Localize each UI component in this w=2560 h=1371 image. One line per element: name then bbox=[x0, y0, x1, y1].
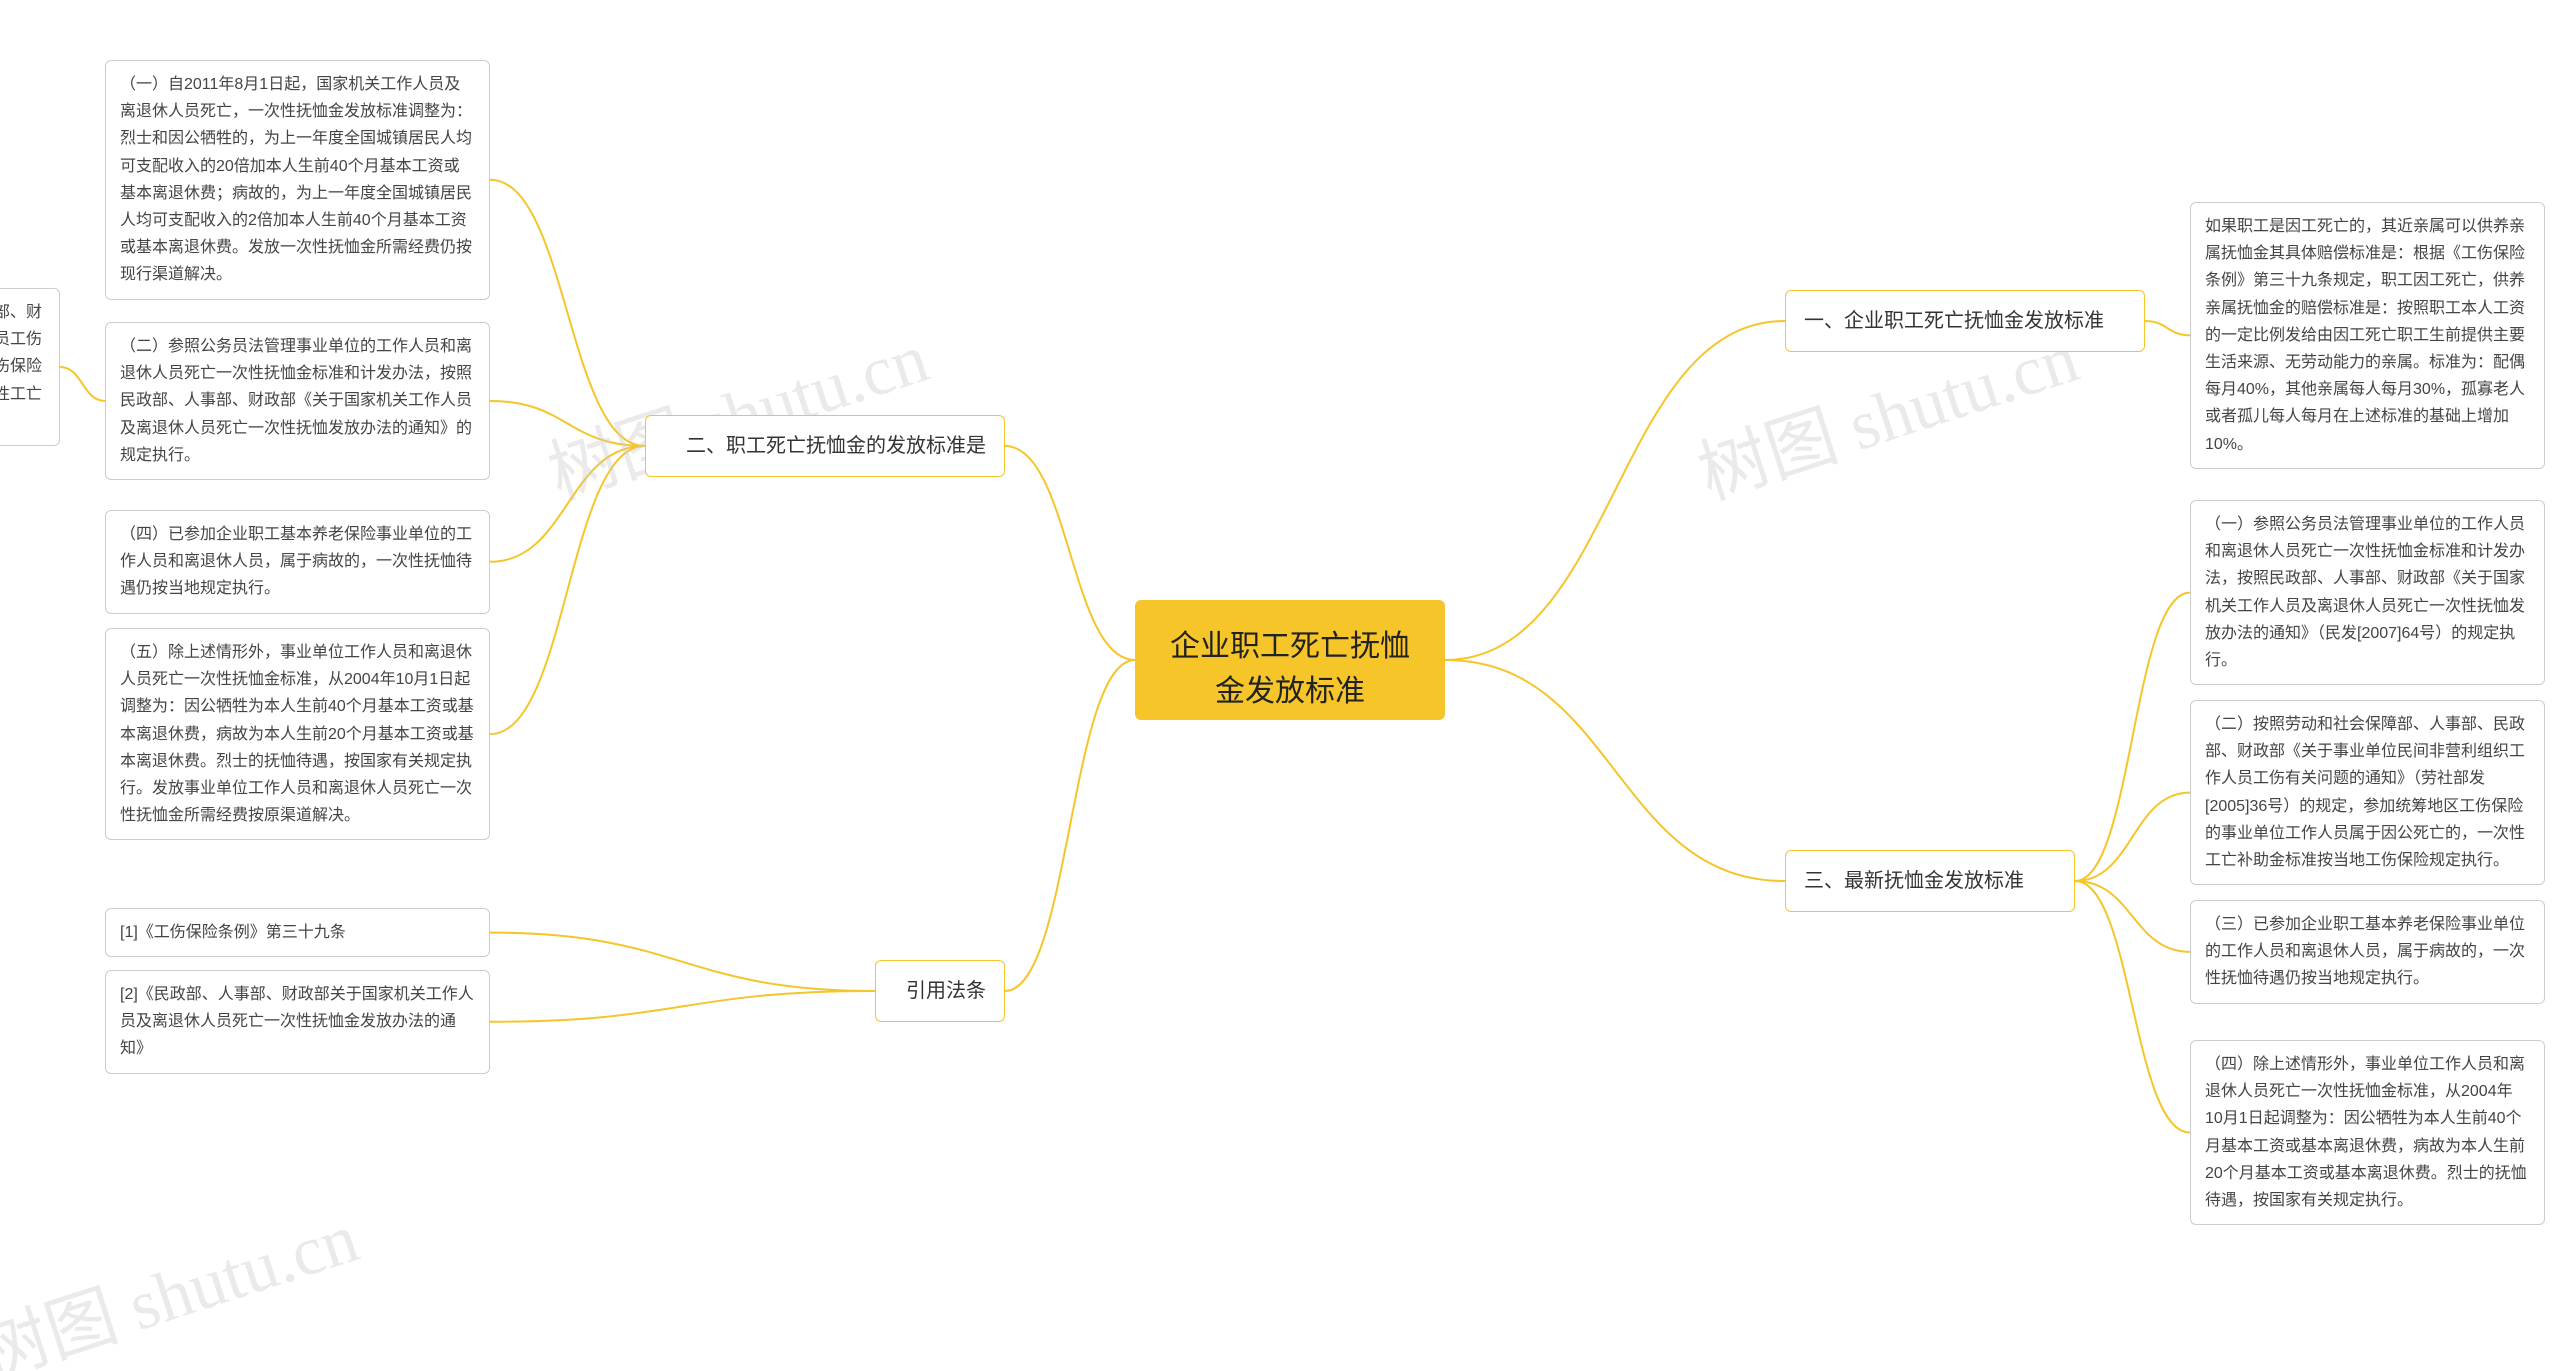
branch-3-leaf-1: （一）参照公务员法管理事业单位的工作人员和离退休人员死亡一次性抚恤金标准和计发办… bbox=[2190, 500, 2545, 685]
branch-2-leaf-3: （三按照劳动和社会保障部、人事部、民政部、财政部《关于事业单位民间非营利组织工作… bbox=[0, 288, 60, 446]
branch-3-leaf-4: （四）除上述情形外，事业单位工作人员和离退休人员死亡一次性抚恤金标准，从2004… bbox=[2190, 1040, 2545, 1225]
branch-2-leaf-2: （二）参照公务员法管理事业单位的工作人员和离退休人员死亡一次性抚恤金标准和计发办… bbox=[105, 322, 490, 480]
center-label: 企业职工死亡抚恤金发放标准 bbox=[1170, 630, 1410, 708]
leaf-text: （四）已参加企业职工基本养老保险事业单位的工作人员和离退休人员，属于病故的，一次… bbox=[120, 526, 472, 597]
cite-leaf-1: [1]《工伤保险条例》第三十九条 bbox=[105, 908, 490, 957]
leaf-text: （一）自2011年8月1日起，国家机关工作人员及离退休人员死亡，一次性抚恤金发放… bbox=[120, 76, 472, 283]
cite-leaf-2: [2]《民政部、人事部、财政部关于国家机关工作人员及离退休人员死亡一次性抚恤金发… bbox=[105, 970, 490, 1074]
branch-cite-label: 引用法条 bbox=[906, 980, 986, 1002]
leaf-text: （一）参照公务员法管理事业单位的工作人员和离退休人员死亡一次性抚恤金标准和计发办… bbox=[2205, 516, 2525, 669]
branch-1: 一、企业职工死亡抚恤金发放标准 bbox=[1785, 290, 2145, 352]
branch-cite: 引用法条 bbox=[875, 960, 1005, 1022]
leaf-text: （二）按照劳动和社会保障部、人事部、民政部、财政部《关于事业单位民间非营利组织工… bbox=[2205, 716, 2525, 869]
center-topic: 企业职工死亡抚恤金发放标准 bbox=[1135, 600, 1445, 720]
leaf-text: [2]《民政部、人事部、财政部关于国家机关工作人员及离退休人员死亡一次性抚恤金发… bbox=[120, 986, 474, 1057]
branch-2-leaf-1: （一）自2011年8月1日起，国家机关工作人员及离退休人员死亡，一次性抚恤金发放… bbox=[105, 60, 490, 300]
branch-2-leaf-4: （四）已参加企业职工基本养老保险事业单位的工作人员和离退休人员，属于病故的，一次… bbox=[105, 510, 490, 614]
leaf-text: （三按照劳动和社会保障部、人事部、民政部、财政部《关于事业单位民间非营利组织工作… bbox=[0, 304, 42, 430]
leaf-text: （三）已参加企业职工基本养老保险事业单位的工作人员和离退休人员，属于病故的，一次… bbox=[2205, 916, 2525, 987]
branch-1-leaf-text: 如果职工是因工死亡的，其近亲属可以供养亲属抚恤金其具体赔偿标准是：根据《工伤保险… bbox=[2205, 218, 2525, 453]
branch-3-leaf-2: （二）按照劳动和社会保障部、人事部、民政部、财政部《关于事业单位民间非营利组织工… bbox=[2190, 700, 2545, 885]
branch-1-label: 一、企业职工死亡抚恤金发放标准 bbox=[1804, 310, 2104, 332]
leaf-text: [1]《工伤保险条例》第三十九条 bbox=[120, 924, 346, 941]
branch-2-label: 二、职工死亡抚恤金的发放标准是 bbox=[686, 435, 986, 457]
branch-3-leaf-3: （三）已参加企业职工基本养老保险事业单位的工作人员和离退休人员，属于病故的，一次… bbox=[2190, 900, 2545, 1004]
leaf-text: （五）除上述情形外，事业单位工作人员和离退休人员死亡一次性抚恤金标准，从2004… bbox=[120, 644, 474, 824]
leaf-text: （二）参照公务员法管理事业单位的工作人员和离退休人员死亡一次性抚恤金标准和计发办… bbox=[120, 338, 472, 464]
watermark: 树图 shutu.cn bbox=[0, 1182, 369, 1371]
watermark: 树图 shutu.cn bbox=[534, 302, 939, 519]
branch-2: 二、职工死亡抚恤金的发放标准是 bbox=[645, 415, 1005, 477]
leaf-text: （四）除上述情形外，事业单位工作人员和离退休人员死亡一次性抚恤金标准，从2004… bbox=[2205, 1056, 2527, 1209]
branch-3: 三、最新抚恤金发放标准 bbox=[1785, 850, 2075, 912]
branch-2-leaf-5: （五）除上述情形外，事业单位工作人员和离退休人员死亡一次性抚恤金标准，从2004… bbox=[105, 628, 490, 840]
branch-1-leaf: 如果职工是因工死亡的，其近亲属可以供养亲属抚恤金其具体赔偿标准是：根据《工伤保险… bbox=[2190, 202, 2545, 469]
branch-3-label: 三、最新抚恤金发放标准 bbox=[1804, 870, 2024, 892]
